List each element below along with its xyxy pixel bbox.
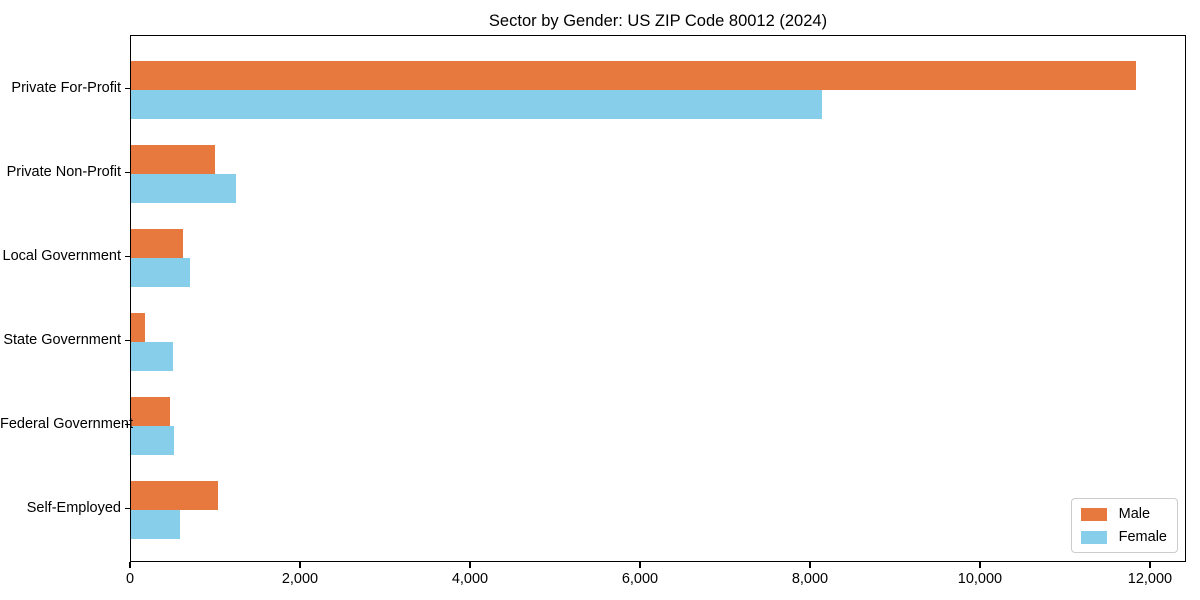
y-axis-category-label: Self-Employed <box>26 499 121 516</box>
female-bar <box>131 89 822 119</box>
y-axis-tick <box>125 87 130 90</box>
male-bar <box>131 480 218 510</box>
x-axis-tick-label: 2,000 <box>281 571 319 587</box>
x-axis-tick <box>469 562 471 568</box>
female-swatch-icon <box>1080 530 1107 544</box>
y-axis-category-label: Private Non-Profit <box>6 163 121 180</box>
x-axis-tick <box>299 562 301 568</box>
y-axis-category-label: Private For-Profit <box>11 79 121 96</box>
x-axis-tick-label: 12,000 <box>1127 571 1173 587</box>
female-bar <box>131 257 190 287</box>
x-axis-tick-label: 0 <box>125 571 135 587</box>
x-axis-tick-label: 6,000 <box>621 571 659 587</box>
legend-label: Female <box>1118 529 1167 545</box>
male-bar <box>131 60 1136 90</box>
x-axis-tick-label: 10,000 <box>957 571 1003 587</box>
y-axis-tick <box>125 171 130 174</box>
female-bar <box>131 341 173 371</box>
y-axis-tick <box>125 507 130 510</box>
x-axis-tick <box>639 562 641 568</box>
female-bar <box>131 509 180 539</box>
y-axis-tick <box>125 423 130 426</box>
male-bar <box>131 396 170 426</box>
male-bar <box>131 312 145 342</box>
x-axis-tick-label: 8,000 <box>791 571 829 587</box>
chart-title: Sector by Gender: US ZIP Code 80012 (202… <box>488 12 828 30</box>
male-bar <box>131 144 215 174</box>
male-swatch-icon <box>1080 507 1107 521</box>
y-axis-category-label: Federal Government <box>0 415 133 432</box>
female-bar <box>131 425 174 455</box>
legend-entry-female: Female <box>1080 529 1167 545</box>
x-axis-tick <box>1149 562 1151 568</box>
y-axis-category-label: Local Government <box>2 247 121 264</box>
legend-entry-male: Male <box>1080 506 1167 522</box>
female-bar <box>131 173 236 203</box>
x-axis-tick <box>809 562 811 568</box>
x-axis-tick <box>979 562 981 568</box>
y-axis-tick <box>125 339 130 342</box>
legend: Male Female <box>1070 498 1178 553</box>
x-axis-tick <box>129 562 131 568</box>
y-axis-category-label: State Government <box>3 331 121 348</box>
male-bar <box>131 228 183 258</box>
legend-label: Male <box>1118 506 1151 522</box>
x-axis-tick-label: 4,000 <box>451 571 489 587</box>
plot-area <box>130 35 1186 562</box>
y-axis-tick <box>125 255 130 258</box>
